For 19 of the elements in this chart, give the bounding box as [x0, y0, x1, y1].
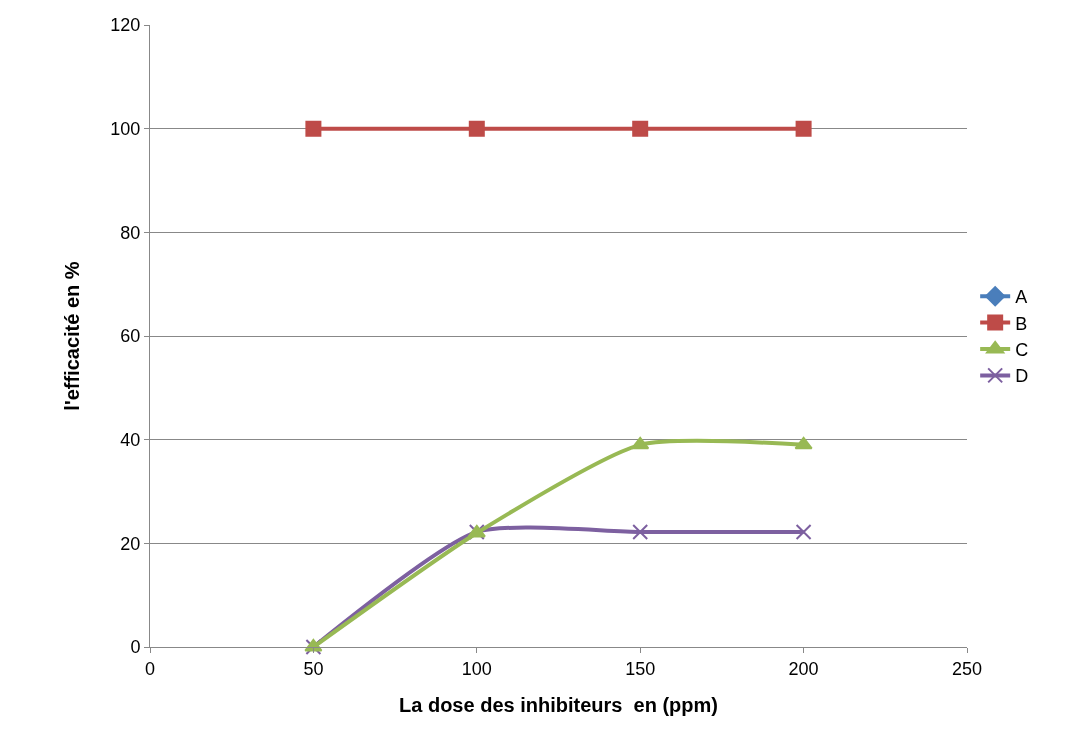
legend-label: C [1015, 340, 1029, 361]
y-tick-label: 40 [120, 429, 141, 450]
legend-label: B [1015, 313, 1028, 334]
x-tick-label: 200 [788, 658, 819, 679]
x-tick-label: 150 [625, 658, 656, 679]
y-tick-label: 60 [120, 326, 141, 347]
y-tick-label: 80 [120, 222, 141, 243]
x-tick-label: 250 [951, 658, 983, 679]
x-tick-label: 0 [144, 658, 156, 679]
x-tick-label: 100 [461, 658, 492, 679]
x-axis-title: La dose des inhibiteurs en (ppm) [399, 694, 718, 717]
y-tick-label: 0 [130, 637, 141, 658]
y-tick-label: 120 [110, 15, 141, 36]
x-tick-label: 50 [303, 658, 324, 679]
y-tick-label: 20 [120, 533, 141, 554]
legend-label: A [1015, 287, 1028, 308]
legend-label: D [1015, 366, 1029, 387]
y-tick-label: 100 [110, 118, 141, 139]
y-axis-title: l'efficacité en % [60, 261, 83, 411]
